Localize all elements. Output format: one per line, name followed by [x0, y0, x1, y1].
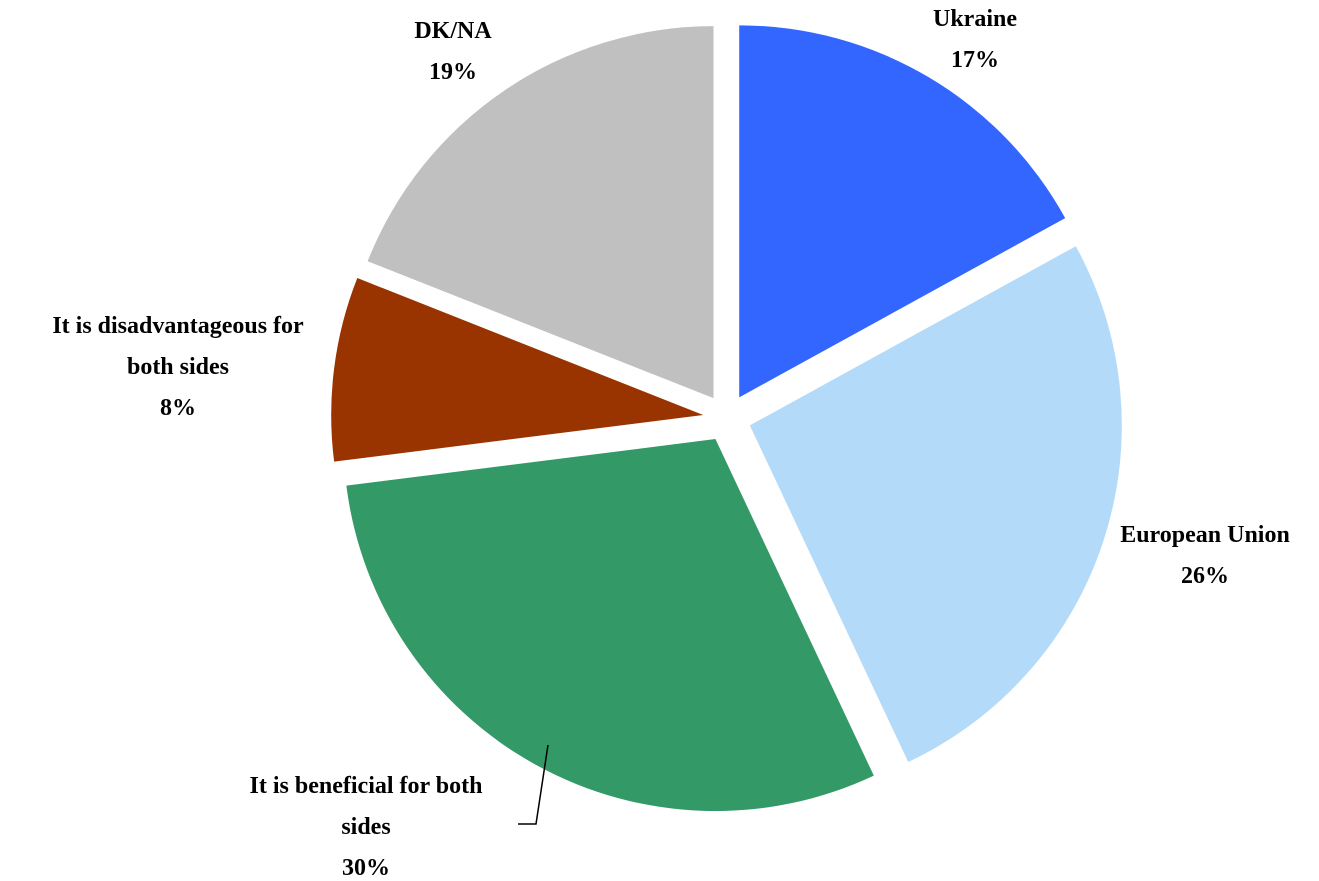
slice-disadvantageous — [331, 278, 704, 462]
slice-value-label: 30% — [342, 855, 390, 881]
slice-value-label: 19% — [429, 59, 477, 85]
pie-slices — [331, 25, 1122, 812]
slice-category-label: DK/NA — [414, 18, 492, 44]
slice-labels: Ukraine 17% European Union 26% It is benefic… — [52, 6, 1290, 881]
slice-value-label: 26% — [1181, 563, 1229, 589]
slice-value-label: 17% — [951, 47, 999, 73]
label-disadvantageous: It is disadvantageous for both sides 8% — [52, 313, 304, 421]
leader-line-beneficial — [518, 744, 549, 825]
slice-category-label: European Union — [1120, 522, 1290, 548]
slice-european-union — [749, 246, 1122, 763]
label-dkna: DK/NA 19% — [414, 18, 492, 85]
label-ukraine: Ukraine 17% — [933, 6, 1017, 73]
label-beneficial: It is beneficial for both sides 30% — [250, 773, 483, 881]
slice-category-label: Ukraine — [933, 6, 1017, 32]
slice-category-label: sides — [341, 814, 390, 840]
slice-ukraine — [739, 25, 1066, 398]
slice-category-label: It is disadvantageous for — [52, 313, 304, 339]
slice-category-label: both sides — [127, 354, 229, 380]
slice-value-label: 8% — [160, 395, 196, 421]
slice-category-label: It is beneficial for both — [250, 773, 483, 799]
slice-dkna — [367, 26, 714, 399]
slice-beneficial — [346, 439, 874, 812]
label-european-union: European Union 26% — [1120, 522, 1290, 589]
